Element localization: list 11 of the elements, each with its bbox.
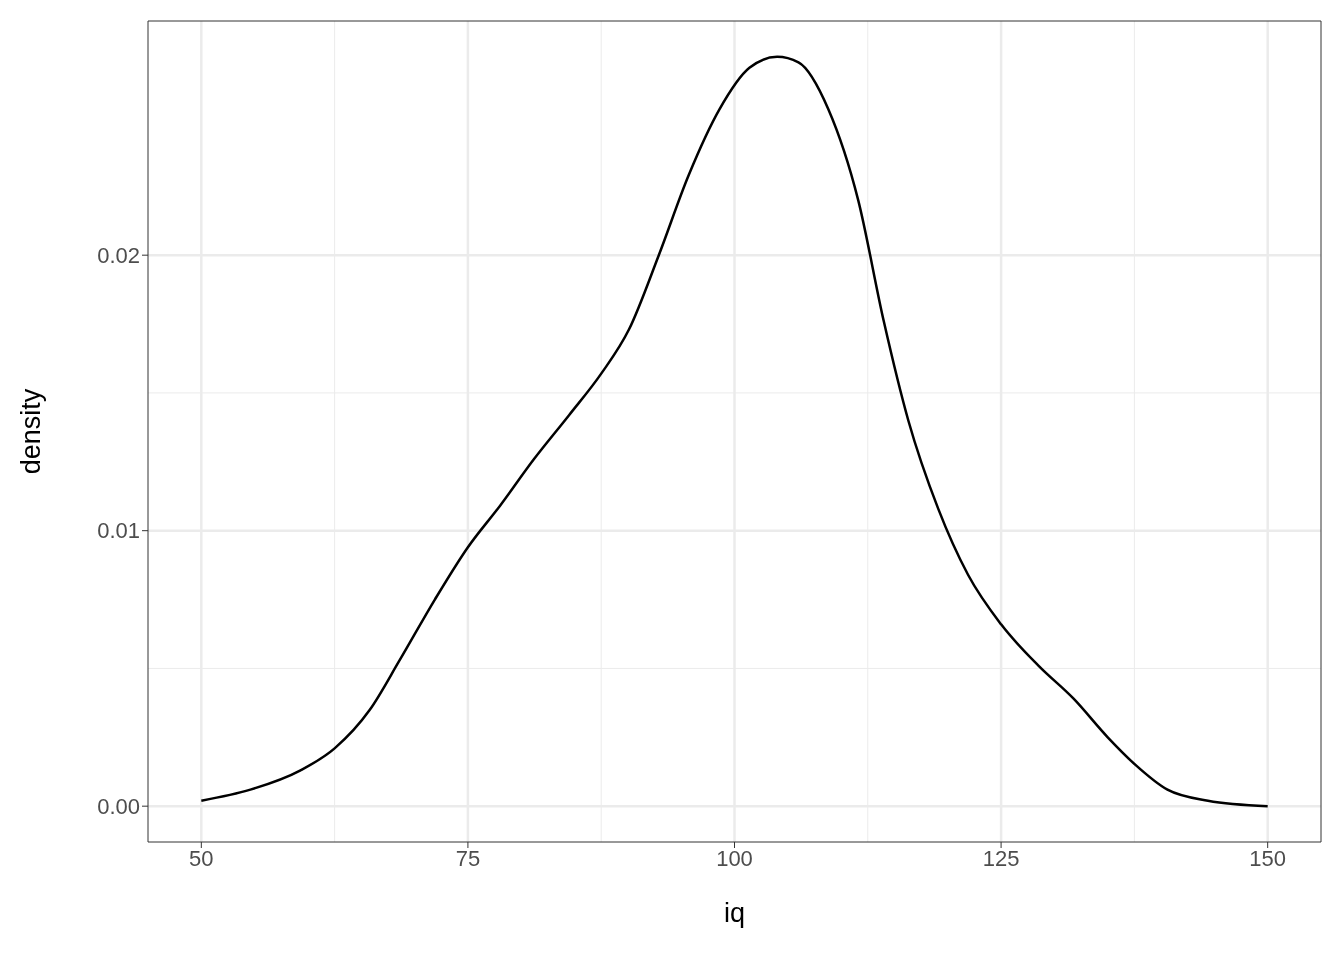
- y-tick-label: 0.02: [97, 242, 140, 268]
- x-tick-label: 150: [1249, 845, 1287, 871]
- line-series: [200, 55, 1269, 808]
- y-tick-label: 0.01: [97, 518, 140, 544]
- y-axis-title: density: [15, 388, 46, 475]
- x-tick-label: 100: [716, 845, 753, 871]
- y-tick-label: 0.00: [97, 793, 140, 819]
- x-tick-label: 50: [189, 845, 214, 871]
- x-axis-title: iq: [723, 898, 746, 928]
- x-tick-label: 75: [455, 845, 481, 871]
- x-tick-label: 125: [982, 845, 1020, 871]
